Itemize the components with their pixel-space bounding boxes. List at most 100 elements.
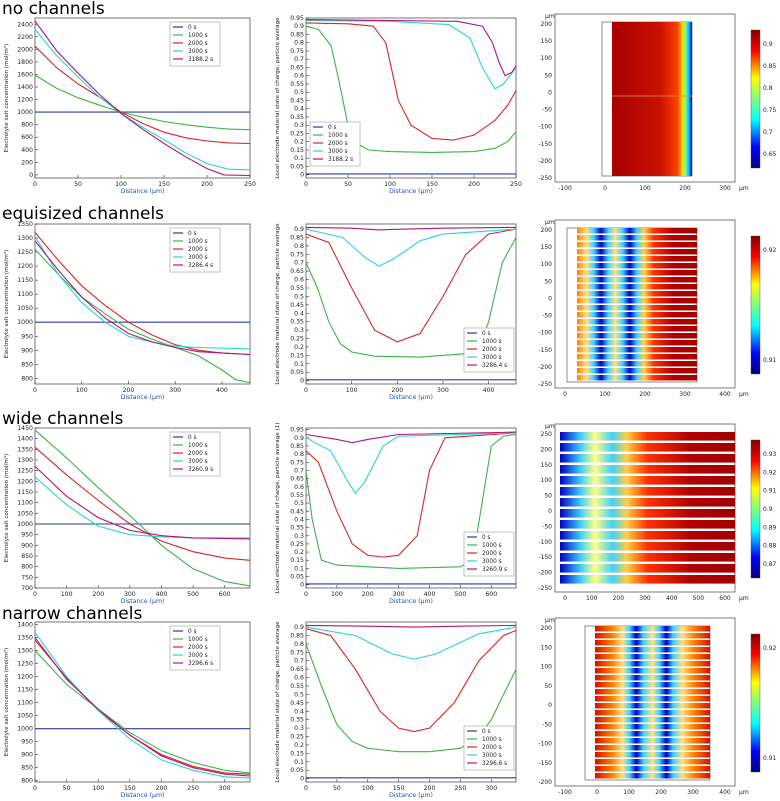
x-tick-label: 100 bbox=[92, 785, 104, 792]
x-tick-label: 400 bbox=[483, 387, 495, 394]
channel-band bbox=[595, 766, 710, 772]
channel-band bbox=[595, 633, 710, 639]
series-line bbox=[305, 237, 517, 358]
colorbar-tick: 0.91 bbox=[763, 488, 777, 495]
chart-5: 7007508008509009501000105011001150120012… bbox=[3, 425, 251, 605]
map-y-tick: -100 bbox=[538, 330, 552, 337]
x-tick-label: 150 bbox=[158, 181, 170, 188]
map-x-tick: 100 bbox=[623, 789, 635, 796]
map-x-tick: 200 bbox=[639, 391, 651, 398]
y-tick-label: 900 bbox=[21, 542, 33, 549]
x-tick-label: 200 bbox=[362, 591, 374, 598]
colorbar-tick: 0.9 bbox=[763, 506, 773, 513]
y-axis-label: Electrolyte salt concentration (mol/m³) bbox=[3, 250, 10, 358]
legend-entry: 0 s bbox=[188, 629, 197, 635]
chart-8: 0 0.050.1 0.150.20.25 0.30.35 0.40.45 0.50.55… bbox=[275, 621, 517, 799]
map-y-tick: -50 bbox=[542, 313, 552, 320]
y-tick-label: 1200 bbox=[17, 263, 33, 270]
y-tick-label: 0.9 bbox=[294, 23, 304, 30]
channel-band bbox=[595, 752, 710, 758]
x-tick-label: 250 bbox=[510, 181, 522, 188]
y-tick-label: 0.8 bbox=[294, 451, 304, 458]
channel-band bbox=[595, 738, 710, 744]
y-tick-label: 0.65 bbox=[290, 476, 304, 483]
series-line bbox=[305, 19, 517, 77]
y-tick-label: 1300 bbox=[17, 648, 33, 655]
channel-band bbox=[560, 531, 735, 540]
y-tick-label: 1250 bbox=[17, 661, 33, 668]
map-y-tick: -150 bbox=[538, 554, 552, 561]
y-tick-label: 0.45 bbox=[290, 700, 304, 707]
y-tick-label: 0.75 bbox=[290, 251, 304, 258]
channel-band bbox=[577, 347, 697, 353]
legend-entry: 3296.6 s bbox=[188, 661, 213, 667]
channel-band bbox=[595, 689, 710, 695]
heading-wide-channels: wide channels bbox=[2, 409, 124, 429]
y-tick-label: 1050 bbox=[17, 510, 33, 517]
y-tick-label: 0.1 bbox=[294, 565, 304, 572]
map-x-tick: 600 bbox=[719, 595, 731, 602]
x-tick-label: 200 bbox=[201, 181, 213, 188]
channel-band bbox=[595, 675, 710, 681]
x-axis-label: Distance (µm) bbox=[121, 188, 165, 195]
legend-entry: 3188.2 s bbox=[328, 157, 353, 163]
map-x-tick: 400 bbox=[719, 391, 731, 398]
x-tick-label: 0 bbox=[304, 387, 308, 394]
y-tick-label: 0.4 bbox=[294, 310, 304, 317]
y-tick-label: 0.5 bbox=[294, 500, 304, 507]
channel-band bbox=[560, 498, 735, 507]
legend-entry: 1000 s bbox=[328, 133, 348, 139]
legend-entry: 2000 s bbox=[188, 247, 208, 253]
map-y-tick: 0 bbox=[548, 295, 552, 302]
y-tick-label: 1800 bbox=[17, 59, 33, 66]
channel-band bbox=[560, 432, 735, 441]
series-line bbox=[34, 650, 251, 774]
y-tick-label: 0.75 bbox=[290, 459, 304, 466]
x-tick-label: 200 bbox=[468, 181, 480, 188]
legend-entry: 3260.9 s bbox=[188, 467, 213, 473]
channel-band bbox=[577, 368, 697, 374]
x-tick-label: 0 bbox=[304, 785, 308, 792]
channel-band bbox=[595, 710, 710, 716]
series-line bbox=[305, 432, 517, 558]
x-tick-label: 200 bbox=[156, 785, 168, 792]
y-tick-label: 0.85 bbox=[290, 31, 304, 38]
legend-entry: 2000 s bbox=[482, 745, 502, 751]
y-axis-label: Local electrode material state of charge… bbox=[275, 621, 281, 783]
y-axis-label: Electrolyte salt concentration (mol/m³) bbox=[3, 44, 10, 152]
map-y-unit: µm bbox=[545, 219, 555, 226]
colorbar-tick: 0.92 bbox=[763, 645, 777, 652]
y-tick-label: 2200 bbox=[17, 34, 33, 41]
channel-band bbox=[560, 575, 735, 584]
x-tick-label: 500 bbox=[187, 591, 199, 598]
y-tick-label: 800 bbox=[21, 778, 33, 785]
map-y-tick: -150 bbox=[538, 347, 552, 354]
heading-equisized-channels: equisized channels bbox=[2, 204, 165, 224]
chart-7: 8008509009501000105011001150120012501300… bbox=[3, 621, 251, 799]
y-tick-label: 0 bbox=[300, 776, 304, 783]
y-tick-label: 0.8 bbox=[294, 40, 304, 47]
y-tick-label: 0.7 bbox=[294, 467, 304, 474]
map-y-tick: 0 bbox=[548, 89, 552, 96]
channel-band bbox=[560, 553, 735, 562]
surface-map-1: 200 150 100 50 0 -50 -100 -150 -200 -250 -100 0 100 2… bbox=[538, 13, 776, 192]
x-tick-label: 50 bbox=[344, 181, 352, 188]
colorbar-tick: 0.8 bbox=[763, 85, 773, 92]
series-line bbox=[34, 248, 251, 384]
map-x-tick: 200 bbox=[613, 595, 625, 602]
channel-band bbox=[595, 668, 710, 674]
map-y-tick: 0 bbox=[548, 508, 552, 515]
series-line bbox=[34, 632, 251, 779]
legend-entry: 0 s bbox=[188, 231, 197, 237]
legend: 0 s 1000 s 2000 s 3000 s 3188.2 s bbox=[309, 121, 361, 167]
x-tick-label: 200 bbox=[123, 387, 135, 394]
channel-band bbox=[560, 476, 735, 485]
map-y-tick: 200 bbox=[541, 625, 553, 632]
y-tick-label: 0.4 bbox=[294, 708, 304, 715]
y-axis-label: Electrolyte salt concentration (mol/m³) bbox=[3, 648, 10, 756]
x-tick-label: 0 bbox=[304, 181, 308, 188]
legend-entry: 3296.6 s bbox=[482, 761, 507, 767]
x-axis-label: Distance (µm) bbox=[389, 598, 433, 605]
y-tick-label: 1450 bbox=[17, 425, 33, 432]
